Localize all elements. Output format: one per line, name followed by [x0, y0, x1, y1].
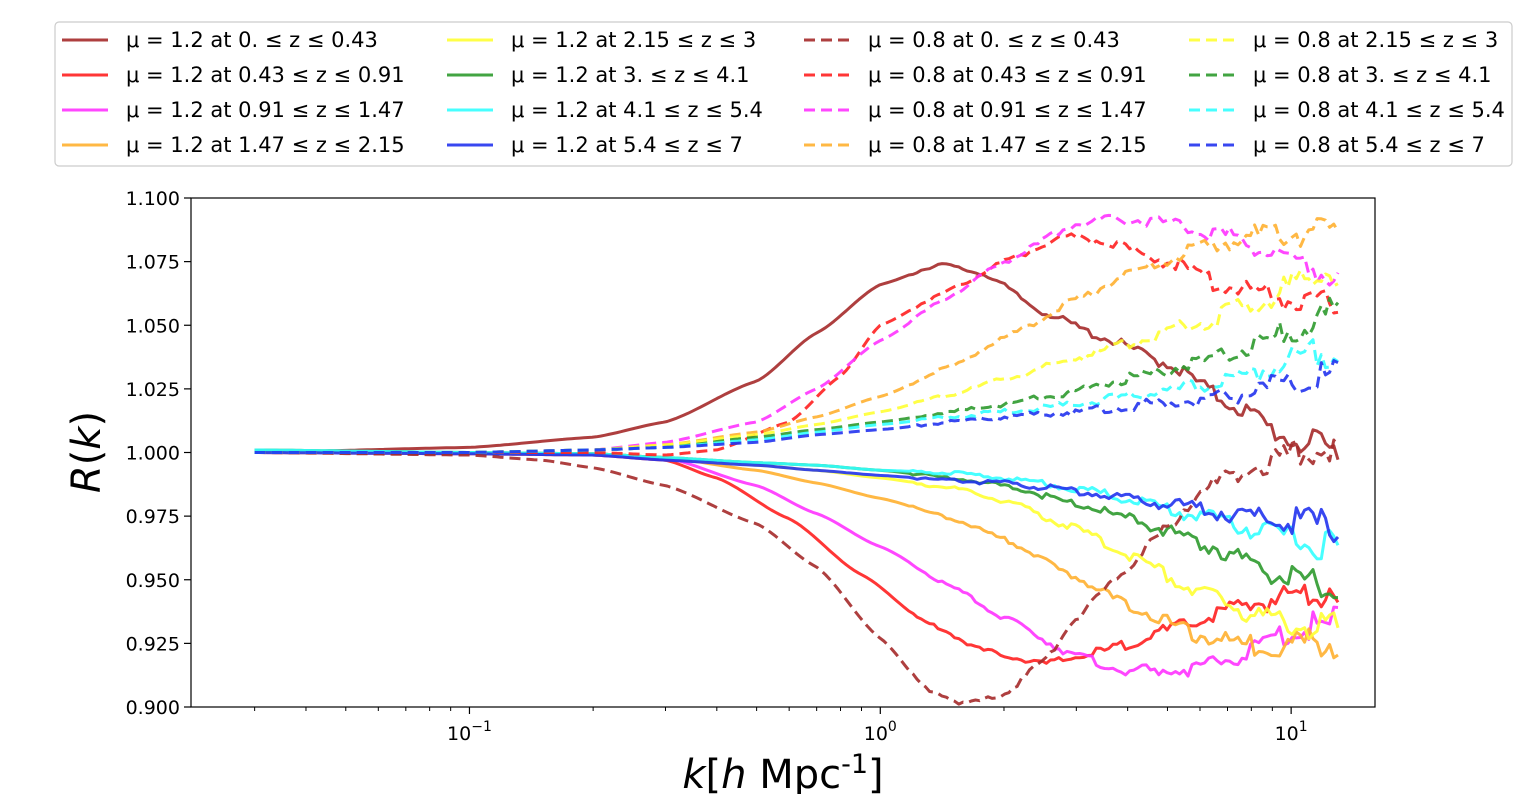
series-line-mu-1-2-0 [254, 262, 1340, 461]
legend-label-0-8-at-0-43-z-0-91: μ = 0.8 at 0.43 ≤ z ≤ 0.91 [868, 63, 1147, 87]
legend: μ = 1.2 at 0. ≤ z ≤ 0.43 μ = 1.2 at 0.43 … [54, 21, 1513, 167]
series-line-mu-0-8-12 [254, 268, 1339, 454]
legend-label-0-8-at-1-47-z-2-15: μ = 0.8 at 1.47 ≤ z ≤ 2.15 [868, 133, 1147, 157]
legend-label-0-8-at-4-1-z-5-4: μ = 0.8 at 4.1 ≤ z ≤ 5.4 [1253, 98, 1505, 122]
y-tick-label: 0.925 [126, 633, 180, 655]
legend-label-1-2-at-0-43-z-0-91: μ = 1.2 at 0.43 ≤ z ≤ 0.91 [126, 63, 405, 87]
y-tick-label: 1.025 [126, 379, 180, 401]
legend-label-1-2-at-1-47-z-2-15: μ = 1.2 at 1.47 ≤ z ≤ 2.15 [126, 133, 405, 157]
legend-label-0-8-at-3-z-4-1: μ = 0.8 at 3. ≤ z ≤ 4.1 [1253, 63, 1492, 87]
series-line-mu-0-8-15 [254, 359, 1339, 454]
y-tick-label: 0.975 [126, 506, 180, 528]
legend-label-0-8-at-0-91-z-1-47: μ = 0.8 at 0.91 ≤ z ≤ 1.47 [868, 98, 1147, 122]
y-tick-label: 1.000 [126, 443, 180, 465]
series-line-mu-1-2-2 [254, 451, 1339, 678]
legend-label-1-2-at-5-4-z-7: μ = 1.2 at 5.4 ≤ z ≤ 7 [511, 133, 743, 157]
y-tick-label: 0.900 [126, 697, 180, 719]
legend-label-1-2-at-2-15-z-3: μ = 1.2 at 2.15 ≤ z ≤ 3 [511, 28, 756, 52]
y-tick-label: 0.950 [126, 570, 180, 592]
x-tick-label: 100 [864, 719, 897, 745]
series-line-mu-0-8-13 [254, 296, 1340, 454]
x-axis-label: k[h Mpc-1] [682, 749, 883, 794]
series-layer [254, 213, 1340, 706]
y-tick-label: 1.075 [126, 252, 180, 274]
legend-label-0-8-at-0-z-0-43: μ = 0.8 at 0. ≤ z ≤ 0.43 [868, 28, 1120, 52]
legend-label-0-8-at-2-15-z-3: μ = 0.8 at 2.15 ≤ z ≤ 3 [1253, 28, 1498, 52]
legend-label-1-2-at-0-z-0-43: μ = 1.2 at 0. ≤ z ≤ 0.43 [126, 28, 378, 52]
legend-label-0-8-at-5-4-z-7: μ = 0.8 at 5.4 ≤ z ≤ 7 [1253, 133, 1485, 157]
y-tick-label: 1.100 [126, 188, 180, 210]
series-line-mu-1-2-1 [254, 451, 1340, 665]
legend-label-1-2-at-4-1-z-5-4: μ = 1.2 at 4.1 ≤ z ≤ 5.4 [511, 98, 763, 122]
series-line-mu-0-8-8 [254, 438, 1340, 706]
legend-frame [54, 21, 1513, 167]
x-tick-label: 101 [1275, 719, 1308, 745]
x-tick-label: 10−1 [447, 719, 492, 745]
y-tick-label: 1.050 [126, 315, 180, 337]
y-axis-label: R(k) [64, 411, 110, 493]
series-line-mu-0-8-14 [254, 338, 1339, 454]
legend-label-1-2-at-0-91-z-1-47: μ = 1.2 at 0.91 ≤ z ≤ 1.47 [126, 98, 405, 122]
legend-label-1-2-at-3-z-4-1: μ = 1.2 at 3. ≤ z ≤ 4.1 [511, 63, 750, 87]
